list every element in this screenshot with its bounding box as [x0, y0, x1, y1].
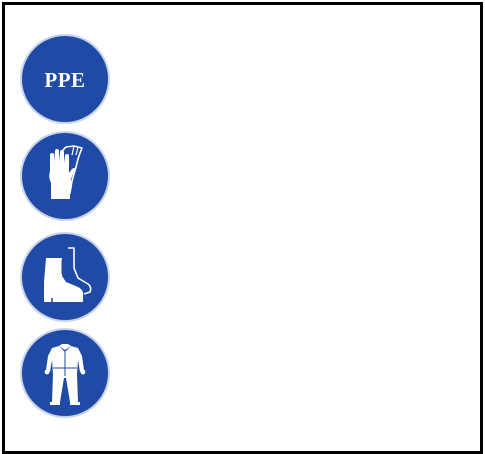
ppe-label: PPE	[44, 67, 86, 92]
boots-sign	[20, 232, 110, 322]
coverall-sign	[20, 328, 110, 418]
ppe-sign: PPE	[20, 34, 110, 124]
safety-boot-icon	[44, 247, 92, 302]
gloves-icon	[49, 145, 83, 199]
coverall-icon	[44, 344, 86, 405]
gloves-sign	[20, 131, 110, 221]
